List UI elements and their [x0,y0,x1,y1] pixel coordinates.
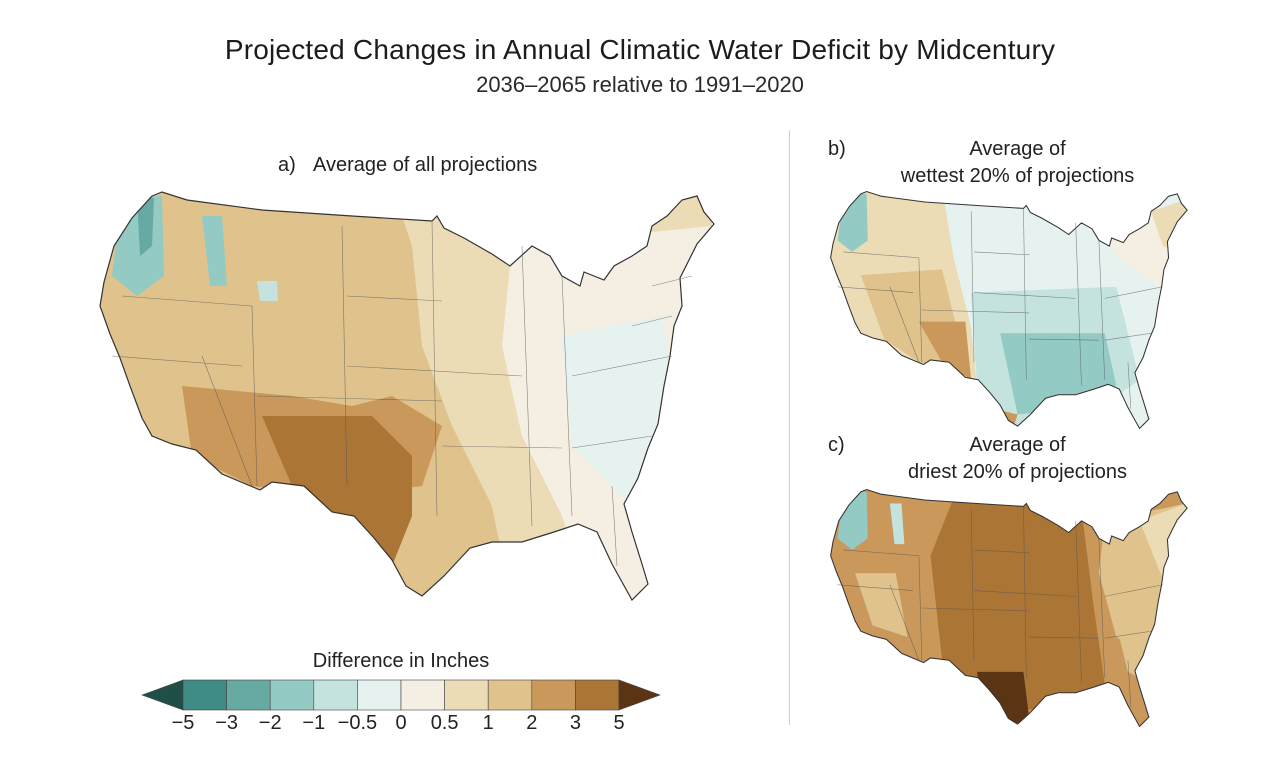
figure-title: Projected Changes in Annual Climatic Wat… [224,34,1056,65]
map-driest-20 [830,489,1188,727]
legend-swatch-m05-0 [357,679,402,711]
panel-divider [789,130,790,725]
legend-tick-minus05: −0.5 [337,712,378,734]
legend-swatch-05-1 [444,679,489,711]
figure-subtitle: 2036–2065 relative to 1991–2020 [476,72,804,97]
legend-tick-05: 0.5 [430,712,459,734]
panel-a-letter: a) [278,154,296,176]
panel-a-title: Average of all projections [313,154,538,176]
legend-tick-0: 0 [395,712,407,734]
panel-c-letter: c) [828,434,845,456]
map-wettest-20 [830,191,1188,429]
legend-tick-2: 2 [526,712,538,734]
legend-swatch-m2-m1 [269,679,315,711]
legend-tick-minus5: −5 [171,712,195,734]
panel-c-title-line1: Average of [969,434,1066,456]
legend-swatch-m3-m2 [226,679,271,711]
legend-swatch-0-05 [400,679,445,711]
panel-b-letter: b) [828,138,846,160]
legend-swatch-m5-m3 [182,679,227,711]
legend-tick-1: 1 [482,712,494,734]
legend-tick-minus2: −2 [258,712,282,734]
legend-tick-5: 5 [613,712,625,734]
color-legend-bar [141,679,661,711]
panel-c-title: Average of driest 20% of projections [870,432,1165,486]
legend-swatch-m1-m05 [313,679,358,711]
map-average-all [99,191,715,601]
legend-swatch-lt-minus5 [141,679,184,711]
legend-swatch-3-5 [575,679,620,711]
legend-tick-minus1: −1 [302,712,326,734]
legend-tick-3: 3 [569,712,581,734]
panel-c-title-line2: driest 20% of projections [907,461,1127,483]
legend-swatch-gt-5 [618,679,661,711]
panel-b-title: Average of wettest 20% of projections [870,136,1165,190]
legend-swatch-1-2 [487,679,533,711]
panel-b-title-line2: wettest 20% of projections [900,165,1135,187]
legend-swatch-2-3 [531,679,576,711]
legend-title: Difference in Inches [312,650,490,672]
legend-tick-minus3: −3 [215,712,238,734]
panel-b-title-line1: Average of [969,138,1066,160]
